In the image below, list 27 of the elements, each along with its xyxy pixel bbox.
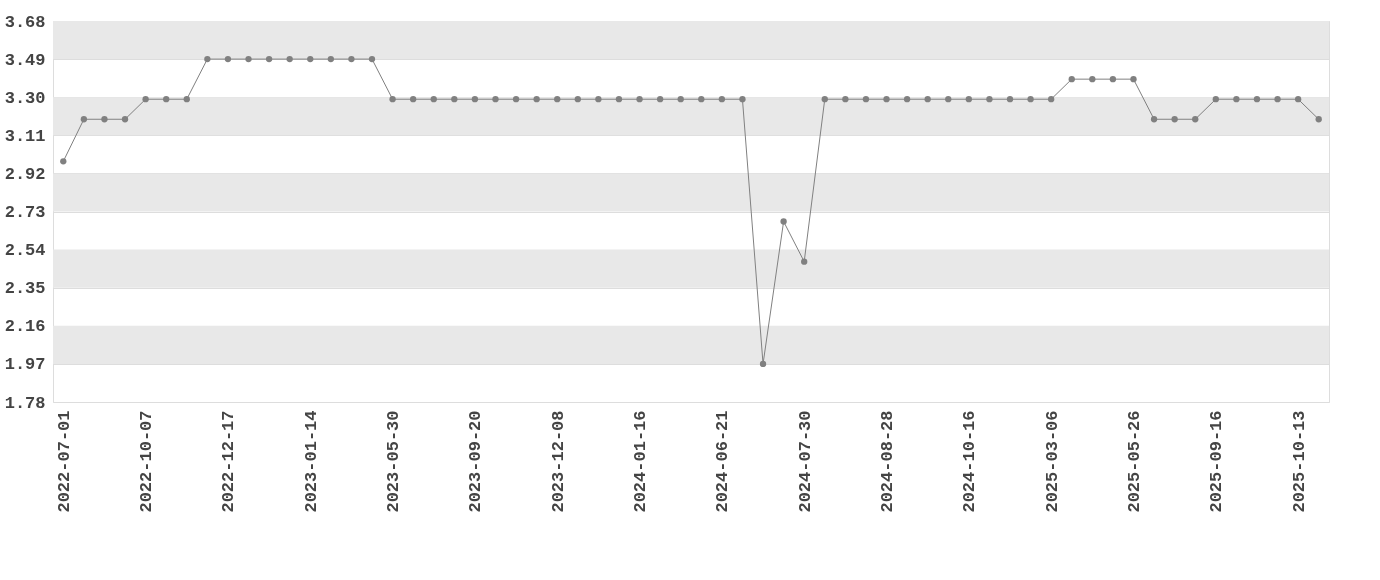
y-tick-label: 3.30 <box>4 88 46 108</box>
x-tick-label: 2023-01-14 <box>301 410 321 513</box>
x-tick-label: 2024-07-30 <box>795 410 815 513</box>
x-tick-label: 2025-03-06 <box>1042 410 1062 513</box>
x-tick-label: 2024-10-16 <box>960 410 980 513</box>
y-tick-label: 2.73 <box>4 203 46 222</box>
y-tick-label: 3.49 <box>4 50 46 70</box>
x-tick-label: 2022-07-01 <box>54 410 74 513</box>
y-tick-label: 2.35 <box>4 279 46 299</box>
x-tick-label: 2024-06-21 <box>713 410 733 513</box>
x-tick-label: 2023-09-20 <box>466 410 486 513</box>
y-tick-label: 3.11 <box>4 126 46 146</box>
x-tick-label: 2022-12-17 <box>219 410 239 513</box>
x-tick-label: 2023-05-30 <box>384 410 404 513</box>
x-tick-label: 2023-12-08 <box>548 410 568 513</box>
y-tick-label: 1.97 <box>4 355 46 375</box>
x-tick-label: 2024-08-28 <box>878 410 898 513</box>
x-tick-label: 2025-05-26 <box>1124 410 1144 513</box>
x-tick-label: 2025-10-13 <box>1289 410 1309 513</box>
x-tick-label: 2025-09-16 <box>1207 410 1227 513</box>
y-tick-label: 2.54 <box>4 241 46 261</box>
x-tick-label: 2022-10-07 <box>137 410 157 513</box>
x-tick-label: 2024-01-16 <box>631 410 651 513</box>
y-tick-label: 2.16 <box>4 317 46 337</box>
y-tick-label: 1.78 <box>4 393 46 413</box>
y-tick-label: 3.68 <box>4 12 46 32</box>
y-tick-label: 2.92 <box>4 164 46 184</box>
